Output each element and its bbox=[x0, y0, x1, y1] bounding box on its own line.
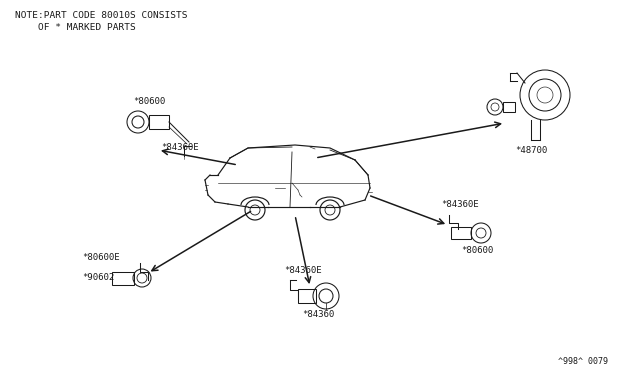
Text: *84360E: *84360E bbox=[284, 266, 322, 275]
Text: ^998^ 0079: ^998^ 0079 bbox=[558, 357, 608, 366]
Text: *80600E: *80600E bbox=[82, 253, 120, 262]
Bar bbox=[149, 115, 169, 129]
Text: *84360E: *84360E bbox=[161, 143, 198, 152]
Text: *80600: *80600 bbox=[461, 246, 493, 255]
Bar bbox=[298, 289, 316, 303]
Bar bbox=[503, 102, 515, 112]
Text: *90602: *90602 bbox=[82, 273, 115, 282]
Text: *48700: *48700 bbox=[515, 146, 547, 155]
Bar bbox=[451, 227, 471, 239]
Text: *84360: *84360 bbox=[302, 310, 334, 319]
Text: *84360E: *84360E bbox=[441, 200, 479, 209]
Bar bbox=[112, 272, 134, 285]
Text: OF * MARKED PARTS: OF * MARKED PARTS bbox=[15, 23, 136, 32]
Text: NOTE:PART CODE 80010S CONSISTS: NOTE:PART CODE 80010S CONSISTS bbox=[15, 11, 188, 20]
Text: *80600: *80600 bbox=[133, 97, 165, 106]
